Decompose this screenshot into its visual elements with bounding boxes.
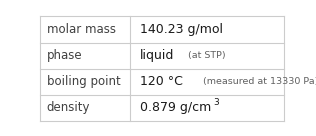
- Text: density: density: [47, 101, 90, 115]
- Text: 3: 3: [213, 98, 219, 107]
- Text: liquid: liquid: [140, 49, 174, 62]
- Text: (measured at 13330 Pa): (measured at 13330 Pa): [198, 77, 316, 86]
- Text: molar mass: molar mass: [47, 23, 116, 36]
- Text: 120 °C: 120 °C: [140, 75, 183, 88]
- Text: phase: phase: [47, 49, 82, 62]
- Text: 140.23 g/mol: 140.23 g/mol: [140, 23, 223, 36]
- Text: (at STP): (at STP): [185, 51, 226, 60]
- Text: 0.879 g/cm: 0.879 g/cm: [140, 101, 211, 115]
- Text: boiling point: boiling point: [47, 75, 121, 88]
